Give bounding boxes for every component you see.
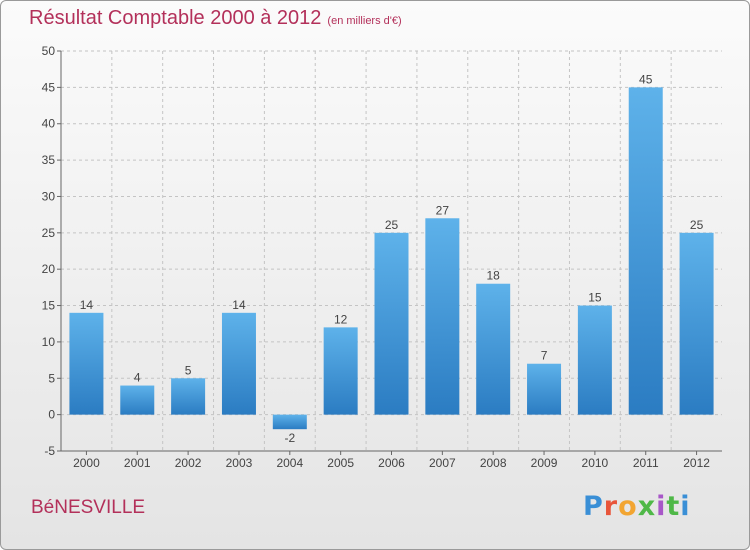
y-tick-label: 45	[42, 80, 56, 94]
x-tick-label: 2010	[582, 456, 609, 470]
logo-letter: o	[618, 491, 638, 522]
x-tick-label: 2012	[683, 456, 710, 470]
x-tick-label: 2005	[327, 456, 354, 470]
y-tick-label: 0	[48, 408, 55, 422]
data-label: 14	[232, 298, 246, 312]
data-label: 45	[639, 72, 653, 86]
y-tick-label: 5	[48, 371, 55, 385]
data-label: 25	[690, 218, 704, 232]
bar	[679, 232, 714, 415]
title-unit: (en milliers d'€)	[327, 15, 402, 27]
x-tick-label: 2009	[531, 456, 558, 470]
x-tick-label: 2011	[633, 456, 659, 470]
y-tick-label: 35	[42, 153, 56, 167]
bar	[69, 312, 104, 415]
y-tick-label: 10	[42, 335, 56, 349]
bar	[527, 363, 562, 415]
y-tick-label: 15	[42, 299, 56, 313]
proxiti-logo: Proxiti	[583, 491, 691, 522]
logo-letter: x	[637, 491, 657, 522]
data-label: 15	[588, 291, 602, 305]
data-label: 14	[80, 298, 94, 312]
bar	[374, 232, 409, 415]
commune-name: BéNESVILLE	[31, 497, 146, 518]
bar	[577, 305, 612, 415]
x-tick-label: 2008	[480, 456, 507, 470]
x-tick-label: 2007	[429, 456, 456, 470]
x-tick-label: 2006	[378, 456, 405, 470]
logo-letter: r	[603, 491, 619, 522]
bar	[323, 327, 358, 415]
logo-letter: P	[583, 491, 604, 522]
x-tick-label: 2004	[276, 456, 303, 470]
title-text: Résultat Comptable 2000 à 2012	[29, 7, 322, 29]
x-tick-label: 2001	[124, 456, 151, 470]
x-tick-label: 2002	[175, 456, 202, 470]
y-tick-label: 50	[42, 44, 56, 58]
y-tick-label: 20	[42, 262, 56, 276]
bar	[221, 312, 256, 415]
data-label: -2	[284, 431, 295, 445]
bar	[171, 378, 206, 415]
data-label: 7	[541, 349, 548, 363]
data-label: 12	[334, 312, 348, 326]
y-tick-label: 25	[42, 226, 56, 240]
bar	[272, 414, 307, 430]
chart-title: Résultat Comptable 2000 à 2012 (en millie…	[29, 7, 402, 30]
bar	[120, 385, 155, 415]
y-tick-label: 40	[42, 117, 56, 131]
bar	[476, 283, 511, 415]
data-label: 5	[185, 363, 192, 377]
data-label: 18	[487, 269, 501, 283]
bar	[425, 218, 460, 415]
bar	[628, 87, 663, 415]
data-label: 27	[436, 203, 450, 217]
logo-letter: t	[666, 491, 681, 522]
y-tick-label: 30	[42, 189, 56, 203]
data-label: 25	[385, 218, 399, 232]
logo-letter: i	[656, 491, 667, 522]
y-tick-label: -5	[44, 444, 55, 458]
x-tick-label: 2000	[73, 456, 100, 470]
data-label: 4	[134, 371, 141, 385]
x-tick-label: 2003	[226, 456, 253, 470]
logo-letter: i	[680, 491, 691, 522]
